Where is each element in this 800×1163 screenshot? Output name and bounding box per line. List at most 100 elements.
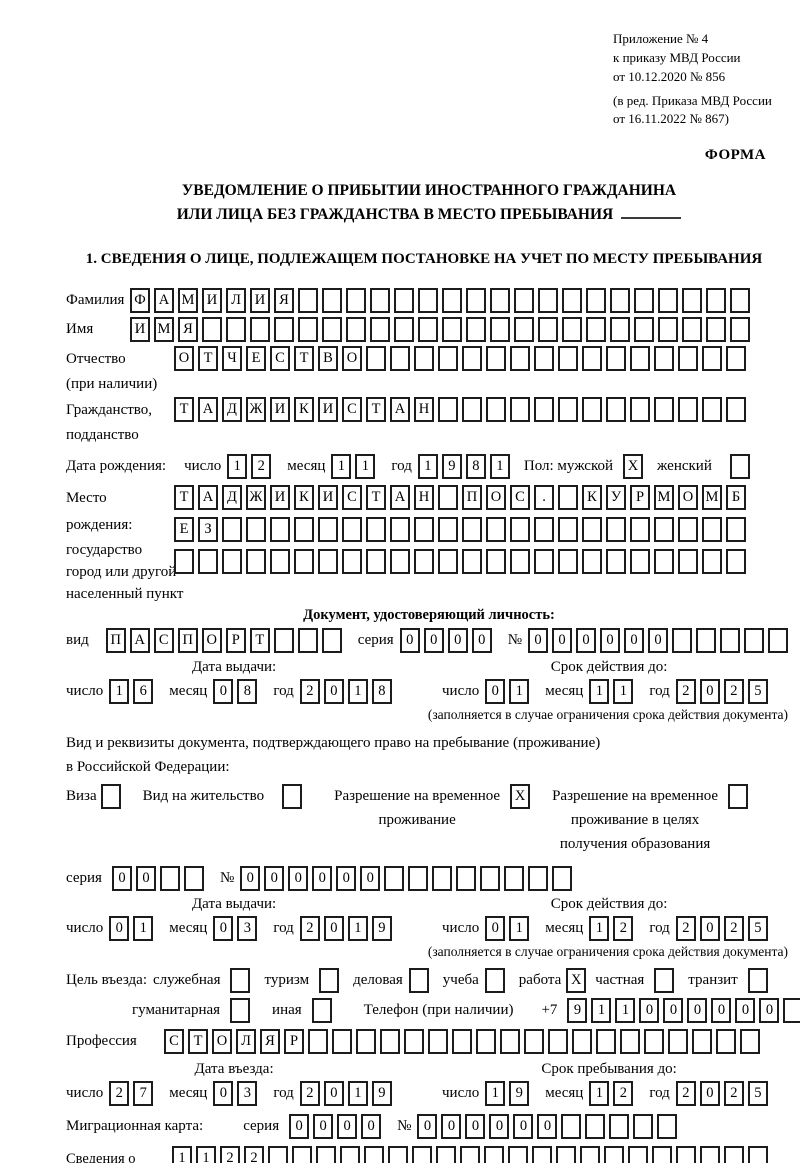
char-box[interactable] xyxy=(634,288,654,314)
char-box[interactable] xyxy=(321,628,342,654)
char-box[interactable]: К xyxy=(294,397,314,423)
char-box[interactable] xyxy=(466,288,486,314)
char-box[interactable]: И xyxy=(270,397,290,423)
char-box[interactable]: 0 xyxy=(323,1080,344,1106)
char-box[interactable]: 9 xyxy=(371,1080,392,1106)
char-box[interactable] xyxy=(514,317,534,343)
char-box[interactable]: Ж xyxy=(246,485,266,511)
char-box[interactable]: 2 xyxy=(723,1080,744,1106)
char-box[interactable]: Ф xyxy=(130,288,150,314)
char-box[interactable] xyxy=(508,1145,528,1163)
char-box[interactable]: 0 xyxy=(528,628,548,654)
char-box[interactable]: О xyxy=(174,346,194,372)
char-box[interactable] xyxy=(438,397,458,423)
char-box[interactable] xyxy=(561,1113,582,1139)
char-box[interactable] xyxy=(706,288,726,314)
char-box[interactable]: 0 xyxy=(417,1113,438,1139)
char-box[interactable] xyxy=(438,549,458,575)
char-box[interactable] xyxy=(282,783,303,809)
char-box[interactable] xyxy=(534,517,554,543)
char-box[interactable]: 2 xyxy=(613,1080,634,1106)
char-box[interactable] xyxy=(538,288,558,314)
char-box[interactable]: 1 xyxy=(331,454,352,480)
char-box[interactable]: Я xyxy=(178,317,198,343)
char-box[interactable]: 1 xyxy=(615,997,636,1023)
char-box[interactable] xyxy=(658,288,678,314)
char-box[interactable] xyxy=(730,288,750,314)
char-box[interactable] xyxy=(342,549,362,575)
char-box[interactable] xyxy=(198,549,218,575)
char-box[interactable]: 0 xyxy=(699,679,720,705)
char-box[interactable] xyxy=(572,1028,592,1054)
char-box[interactable]: О xyxy=(201,628,222,654)
char-box[interactable] xyxy=(438,517,458,543)
char-box[interactable]: Д xyxy=(222,397,242,423)
char-box[interactable] xyxy=(183,865,204,891)
char-box[interactable] xyxy=(728,783,749,809)
char-box[interactable] xyxy=(486,517,506,543)
char-box[interactable] xyxy=(388,1145,408,1163)
char-box[interactable] xyxy=(729,454,750,480)
char-box[interactable] xyxy=(538,317,558,343)
char-box[interactable] xyxy=(654,397,674,423)
char-box[interactable] xyxy=(700,1145,720,1163)
char-box[interactable]: X xyxy=(623,454,644,480)
char-box[interactable] xyxy=(748,1145,768,1163)
char-box[interactable] xyxy=(342,517,362,543)
char-box[interactable]: О xyxy=(678,485,698,511)
char-box[interactable]: 2 xyxy=(723,679,744,705)
char-box[interactable] xyxy=(582,346,602,372)
char-box[interactable] xyxy=(524,1028,544,1054)
char-box[interactable]: 0 xyxy=(111,865,132,891)
char-box[interactable] xyxy=(630,397,650,423)
char-box[interactable]: Т xyxy=(198,346,218,372)
char-box[interactable]: П xyxy=(462,485,482,511)
char-box[interactable]: Н xyxy=(414,485,434,511)
char-box[interactable]: 1 xyxy=(613,679,634,705)
char-box[interactable] xyxy=(436,1145,456,1163)
char-box[interactable] xyxy=(606,397,626,423)
char-box[interactable]: П xyxy=(105,628,126,654)
char-box[interactable]: 0 xyxy=(213,1080,234,1106)
char-box[interactable] xyxy=(582,549,602,575)
char-box[interactable] xyxy=(404,1028,424,1054)
char-box[interactable] xyxy=(558,397,578,423)
char-box[interactable]: 1 xyxy=(355,454,376,480)
char-box[interactable] xyxy=(702,517,722,543)
char-box[interactable] xyxy=(438,346,458,372)
char-box[interactable] xyxy=(702,549,722,575)
char-box[interactable]: 0 xyxy=(361,1113,382,1139)
char-box[interactable] xyxy=(585,1113,606,1139)
char-box[interactable]: 0 xyxy=(489,1113,510,1139)
char-box[interactable] xyxy=(442,317,462,343)
char-box[interactable] xyxy=(630,346,650,372)
char-box[interactable] xyxy=(744,628,764,654)
char-box[interactable] xyxy=(364,1145,384,1163)
char-box[interactable] xyxy=(394,317,414,343)
char-box[interactable]: О xyxy=(212,1028,232,1054)
char-box[interactable] xyxy=(534,346,554,372)
char-box[interactable]: 6 xyxy=(133,679,154,705)
char-box[interactable]: С xyxy=(510,485,530,511)
char-box[interactable]: Т xyxy=(366,485,386,511)
char-box[interactable] xyxy=(510,517,530,543)
char-box[interactable] xyxy=(682,288,702,314)
char-box[interactable]: И xyxy=(270,485,290,511)
char-box[interactable] xyxy=(394,288,414,314)
char-box[interactable] xyxy=(270,549,290,575)
char-box[interactable] xyxy=(412,1145,432,1163)
char-box[interactable]: И xyxy=(202,288,222,314)
char-box[interactable]: А xyxy=(154,288,174,314)
char-box[interactable]: 0 xyxy=(552,628,572,654)
char-box[interactable]: 1 xyxy=(109,679,130,705)
char-box[interactable] xyxy=(202,317,222,343)
char-box[interactable]: 0 xyxy=(759,997,780,1023)
char-box[interactable] xyxy=(268,1145,288,1163)
char-box[interactable]: 0 xyxy=(639,997,660,1023)
char-box[interactable] xyxy=(298,317,318,343)
char-box[interactable] xyxy=(332,1028,352,1054)
char-box[interactable]: Р xyxy=(630,485,650,511)
char-box[interactable] xyxy=(230,997,251,1023)
char-box[interactable] xyxy=(466,317,486,343)
char-box[interactable]: А xyxy=(390,397,410,423)
